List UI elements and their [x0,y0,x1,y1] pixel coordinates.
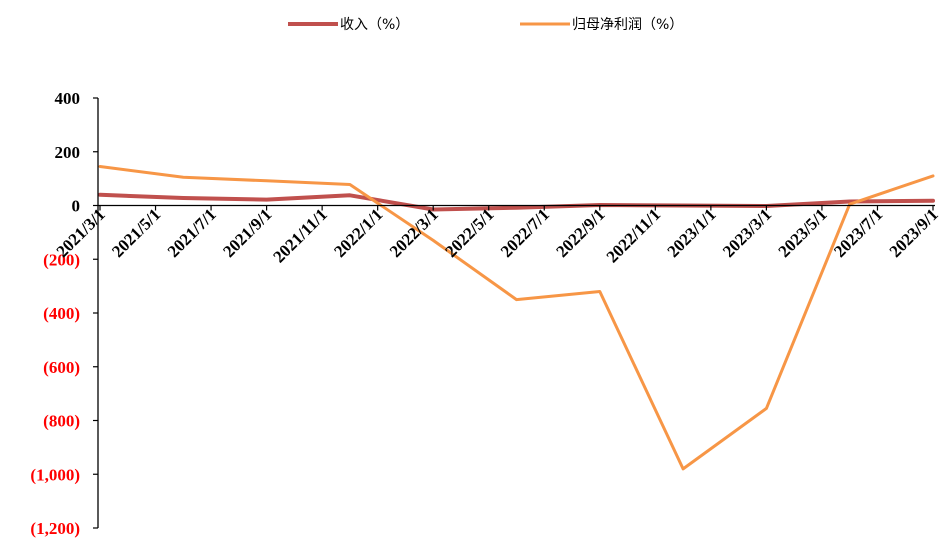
y-tick-label: 200 [55,143,81,162]
y-tick-label: (400) [43,304,80,323]
x-tick-label: 2021/7/1 [164,205,220,261]
y-tick-label: (800) [43,412,80,431]
y-tick-label: (600) [43,358,80,377]
x-tick-label: 2021/5/1 [108,205,164,261]
series-layer [98,165,935,471]
y-tick-label: (1,000) [30,465,80,484]
x-tick-label: 2023/3/1 [719,205,775,261]
x-tick-label: 2021/3/1 [53,205,109,261]
x-tick-label: 2021/9/1 [219,205,275,261]
x-tick-label: 2022/9/1 [552,205,608,261]
legend: 收入（%） 归母净利润（%） [288,16,683,33]
x-tick-label: 2023/1/1 [664,205,720,261]
x-tick-label: 2021/11/1 [269,205,331,267]
x-tick-label: 2022/11/1 [603,205,665,267]
y-tick-label: 400 [55,89,81,108]
series-line-2 [98,165,935,471]
x-tick-label: 2022/7/1 [497,205,553,261]
legend-label-1: 收入（%） [340,17,409,33]
x-tick-label: 2023/9/1 [886,205,942,261]
series-line-1 [98,192,935,212]
y-tick-label: (1,200) [30,519,80,538]
x-tick-label: 2022/1/1 [330,205,386,261]
x-tick-label: 2023/5/1 [775,205,831,261]
legend-label-2: 归母净利润（%） [572,16,683,33]
y-tick-label: (200) [43,250,80,269]
y-tick-label: 0 [72,197,81,216]
x-tick-label: 2022/5/1 [441,205,497,261]
